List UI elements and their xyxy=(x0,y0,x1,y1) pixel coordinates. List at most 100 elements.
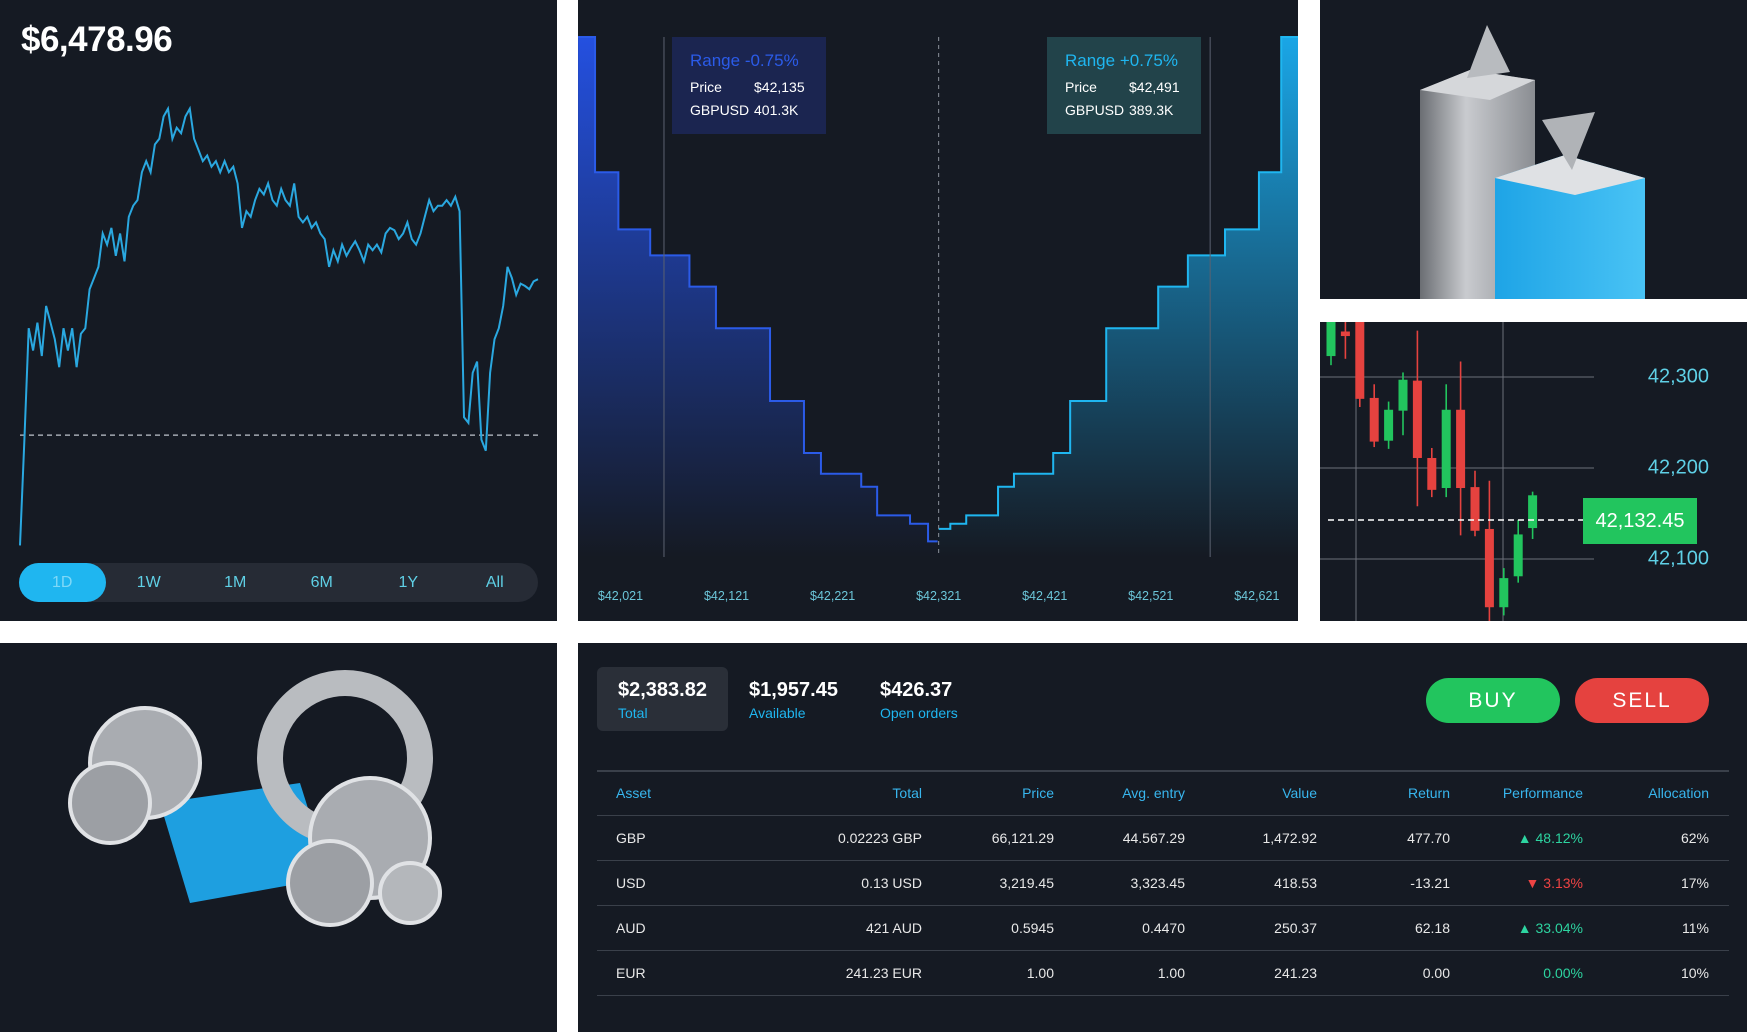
cell-price: 66,121.29 xyxy=(922,814,1054,860)
candle-body xyxy=(1355,322,1365,399)
time-range-selector: 1D 1W 1M 6M 1Y All xyxy=(19,563,538,602)
col-avg-entry[interactable]: Avg. entry xyxy=(1054,770,1185,815)
cell-value: 418.53 xyxy=(1185,859,1317,905)
y-tick-label: 42,200 xyxy=(1647,456,1709,479)
cell-total: 241.23 EUR xyxy=(747,949,922,996)
portfolio-chart-panel: $6,478.96 1D 1W 1M 6M 1Y All xyxy=(0,0,557,621)
cell-asset: AUD xyxy=(597,904,747,950)
cell-total: 0.02223 GBP xyxy=(747,814,922,860)
bids-area xyxy=(578,37,938,557)
cell-value: 241.23 xyxy=(1185,949,1317,996)
candle-body xyxy=(1470,487,1480,531)
col-performance[interactable]: Performance xyxy=(1450,770,1583,815)
asks-area xyxy=(938,37,1298,557)
last-price-label: 42,132.45 xyxy=(1583,498,1697,544)
sell-button[interactable]: SELL xyxy=(1575,678,1709,723)
y-tick-label: 42,300 xyxy=(1647,365,1709,388)
candlestick-panel: 42,300 42,200 42,100 42,132.45 xyxy=(1320,322,1747,621)
range-1y[interactable]: 1Y xyxy=(398,574,419,591)
col-value[interactable]: Value xyxy=(1185,770,1317,815)
range-low-tooltip: Range -0.75% Price $42,135 GBPUSD 401.3K xyxy=(672,37,826,134)
asks-line xyxy=(938,36,1298,530)
y-tick-label: 42,100 xyxy=(1647,547,1709,570)
cell-allocation: 62% xyxy=(1583,814,1729,860)
cell-asset: EUR xyxy=(597,949,747,996)
buy-button[interactable]: BUY xyxy=(1426,678,1560,723)
range-all[interactable]: All xyxy=(485,574,504,591)
x-tick-label: $42,421 xyxy=(1022,589,1068,603)
holdings-panel: $2,383.82 Total $1,957.45 Available $426.3… xyxy=(578,643,1747,1032)
performance-value: 33.04% xyxy=(1535,919,1583,936)
summary-card-total[interactable]: $2,383.82 Total xyxy=(597,667,728,731)
x-tick-label: $42,521 xyxy=(1128,589,1174,603)
triangle-down-icon: ▼ xyxy=(1525,874,1544,891)
performance-value: 48.12% xyxy=(1535,829,1583,846)
candle-body xyxy=(1528,495,1538,529)
performance-value: 3.13% xyxy=(1543,874,1583,891)
depth-chart-panel: Range -0.75% Price $42,135 GBPUSD 401.3K R… xyxy=(578,0,1298,621)
cell-price: 1.00 xyxy=(922,949,1054,996)
cell-performance: 0.00% xyxy=(1450,949,1583,996)
range-high-volume: 389.3K xyxy=(1129,102,1174,118)
cell-allocation: 10% xyxy=(1583,949,1729,996)
cell-avg-entry: 0.4470 xyxy=(1054,904,1185,950)
col-allocation[interactable]: Allocation xyxy=(1583,770,1729,815)
candle-body xyxy=(1484,528,1494,608)
range-1m[interactable]: 1M xyxy=(224,574,247,591)
cell-avg-entry: 44.567.29 xyxy=(1054,814,1185,860)
cell-value: 1,472.92 xyxy=(1185,814,1317,860)
range-high-title: Range +0.75% xyxy=(1065,51,1178,70)
range-high-price: $42,491 xyxy=(1129,79,1180,95)
x-tick-label: $42,221 xyxy=(810,589,856,603)
summary-card-available[interactable]: $1,957.45 Available xyxy=(728,667,859,731)
cell-price: 0.5945 xyxy=(922,904,1054,950)
triangle-up-icon: ▲ xyxy=(1517,829,1536,846)
range-1d[interactable]: 1D xyxy=(19,563,106,602)
table-row[interactable]: AUD 421 AUD 0.5945 0.4470 250.37 62.18 ▲ 33.04… xyxy=(597,904,1729,950)
cell-avg-entry: 3,323.45 xyxy=(1054,859,1185,905)
table-row[interactable]: USD 0.13 USD 3,219.45 3,323.45 418.53 -13.21 ▼… xyxy=(597,859,1729,905)
col-price[interactable]: Price xyxy=(922,770,1054,815)
candle-body xyxy=(1398,379,1408,411)
candle-body xyxy=(1427,457,1437,490)
cell-asset: USD xyxy=(597,859,747,905)
x-tick-label: $42,021 xyxy=(597,589,644,603)
range-1w[interactable]: 1W xyxy=(136,574,161,591)
cell-allocation: 11% xyxy=(1583,904,1729,950)
col-total[interactable]: Total xyxy=(747,770,922,815)
x-tick-label: $42,621 xyxy=(1234,589,1280,603)
cell-return: 0.00 xyxy=(1317,949,1450,996)
cell-performance: ▲ 33.04% xyxy=(1450,904,1583,950)
range-high-tooltip: Range +0.75% Price $42,491 GBPUSD 389.3K xyxy=(1047,37,1201,134)
holdings-table: Asset Total Price Avg. entry Value Retur… xyxy=(597,770,1729,996)
x-tick-label: $42,121 xyxy=(703,589,750,603)
candle-body xyxy=(1499,578,1509,608)
cell-asset: GBP xyxy=(597,814,747,860)
portfolio-line xyxy=(19,105,539,546)
cell-allocation: 17% xyxy=(1583,859,1729,905)
summary-card-open-orders[interactable]: $426.37 Open orders xyxy=(859,667,979,731)
range-low-title: Range -0.75% xyxy=(690,51,799,70)
cell-avg-entry: 1.00 xyxy=(1054,949,1185,996)
pair-label: GBPUSD xyxy=(1065,102,1125,118)
cell-performance: ▲ 48.12% xyxy=(1450,814,1583,860)
candle-body xyxy=(1369,397,1379,442)
col-asset[interactable]: Asset xyxy=(597,770,747,815)
cell-return: 477.70 xyxy=(1317,814,1450,860)
table-row[interactable]: EUR 241.23 EUR 1.00 1.00 241.23 0.00 0.00% 10% xyxy=(597,949,1729,996)
total-label: Total xyxy=(618,705,648,721)
candle-body xyxy=(1340,331,1350,337)
candle-body xyxy=(1384,409,1394,441)
table-row[interactable]: GBP 0.02223 GBP 66,121.29 44.567.29 1,472.92… xyxy=(597,814,1729,860)
range-6m[interactable]: 6M xyxy=(310,574,333,591)
pair-label: GBPUSD xyxy=(690,102,750,118)
x-tick-label: $42,321 xyxy=(916,589,962,603)
currency-symbols-illustration-icon xyxy=(68,670,442,927)
open-orders-label: Open orders xyxy=(879,705,958,721)
col-return[interactable]: Return xyxy=(1317,770,1450,815)
available-label: Available xyxy=(748,705,806,721)
candle-body xyxy=(1412,380,1422,458)
candlestick-chart xyxy=(1320,322,1594,621)
cell-performance: ▼ 3.13% xyxy=(1450,859,1583,905)
available-value: $1,957.45 xyxy=(748,679,838,701)
